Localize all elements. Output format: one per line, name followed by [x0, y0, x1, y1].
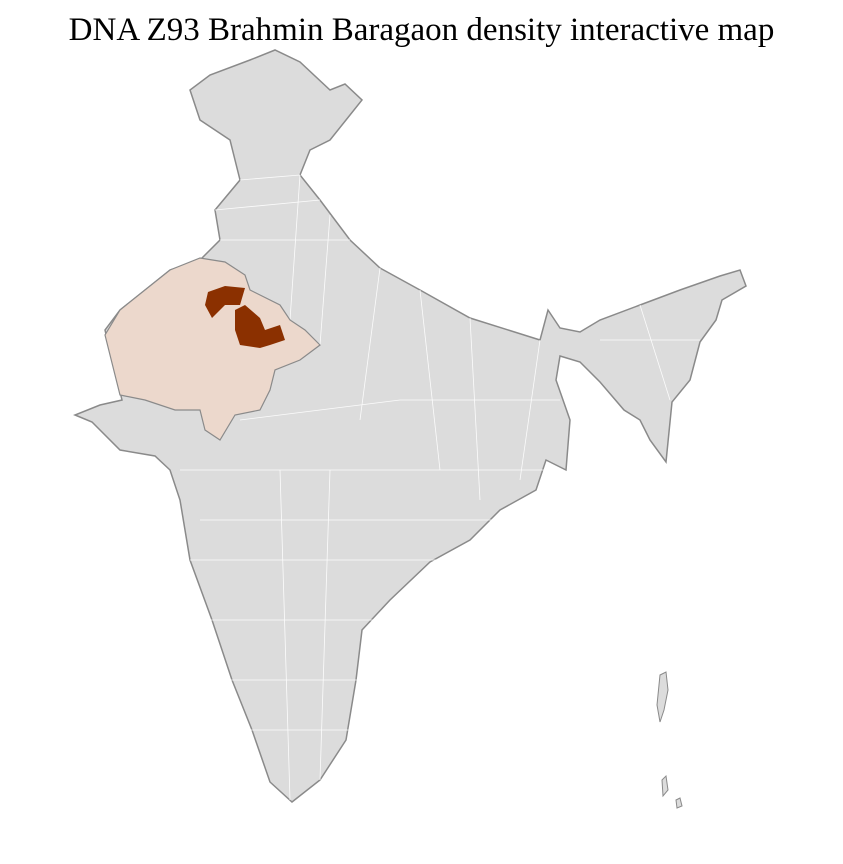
map-title: DNA Z93 Brahmin Baragaon density interac… [68, 12, 775, 48]
region-rajasthan[interactable] [104, 257, 321, 441]
district-lines [180, 174, 700, 801]
india-outline[interactable] [73, 49, 747, 803]
andaman-islands [656, 671, 683, 809]
region-high-density-district-north[interactable] [205, 286, 245, 318]
region-high-density-district-central[interactable] [235, 305, 285, 348]
